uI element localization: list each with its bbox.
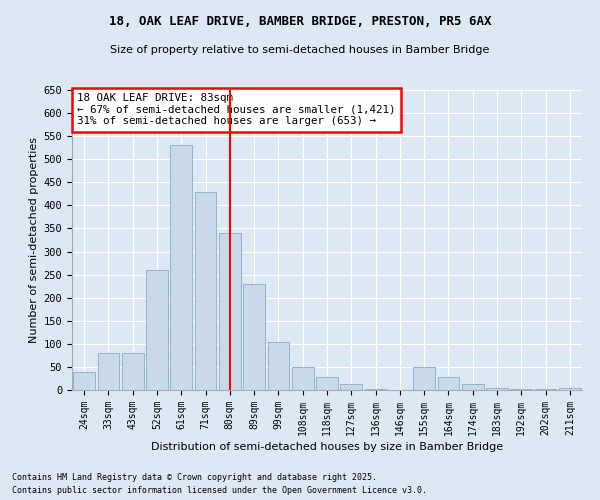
Bar <box>292 367 314 390</box>
Text: Contains public sector information licensed under the Open Government Licence v3: Contains public sector information licen… <box>12 486 427 495</box>
Bar <box>243 284 265 390</box>
Y-axis label: Number of semi-detached properties: Number of semi-detached properties <box>29 137 40 343</box>
Text: 18, OAK LEAF DRIVE, BAMBER BRIDGE, PRESTON, PR5 6AX: 18, OAK LEAF DRIVE, BAMBER BRIDGE, PREST… <box>109 15 491 28</box>
Text: Contains HM Land Registry data © Crown copyright and database right 2025.: Contains HM Land Registry data © Crown c… <box>12 474 377 482</box>
Bar <box>511 388 532 390</box>
Text: Size of property relative to semi-detached houses in Bamber Bridge: Size of property relative to semi-detach… <box>110 45 490 55</box>
Bar <box>268 342 289 390</box>
Bar <box>316 377 338 390</box>
Bar <box>365 388 386 390</box>
Bar <box>73 372 95 390</box>
Text: 18 OAK LEAF DRIVE: 83sqm
← 67% of semi-detached houses are smaller (1,421)
31% o: 18 OAK LEAF DRIVE: 83sqm ← 67% of semi-d… <box>77 93 395 126</box>
Bar <box>340 384 362 390</box>
Bar <box>413 367 435 390</box>
Bar <box>486 388 508 390</box>
Bar <box>122 353 143 390</box>
Bar <box>146 270 168 390</box>
Bar <box>170 146 192 390</box>
X-axis label: Distribution of semi-detached houses by size in Bamber Bridge: Distribution of semi-detached houses by … <box>151 442 503 452</box>
Bar <box>194 192 217 390</box>
Bar <box>97 353 119 390</box>
Bar <box>462 384 484 390</box>
Bar <box>559 388 581 390</box>
Bar <box>219 233 241 390</box>
Bar <box>535 389 556 390</box>
Bar <box>437 377 460 390</box>
